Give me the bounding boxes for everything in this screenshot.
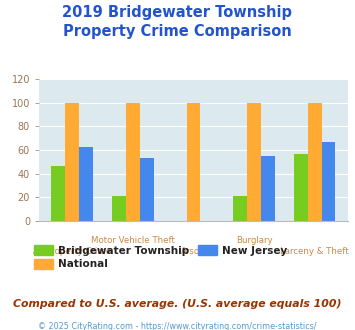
Bar (51, 166, 65, 221)
Bar (322, 142, 335, 221)
Bar (294, 154, 308, 221)
Text: Arson: Arson (181, 247, 206, 256)
Bar (308, 103, 322, 221)
Text: 2019 Bridgewater Township
Property Crime Comparison: 2019 Bridgewater Township Property Crime… (62, 5, 293, 39)
Bar (79, 147, 93, 221)
Bar (126, 103, 140, 221)
Bar (65, 103, 79, 221)
Bar (140, 158, 154, 221)
Text: Burglary: Burglary (236, 237, 272, 246)
Text: Compared to U.S. average. (U.S. average equals 100): Compared to U.S. average. (U.S. average … (13, 299, 342, 309)
Bar (233, 196, 247, 221)
Text: All Property Crime: All Property Crime (33, 247, 111, 256)
Bar (112, 196, 126, 221)
Text: Motor Vehicle Theft: Motor Vehicle Theft (91, 237, 175, 246)
Legend: Bridgewater Township, National, New Jersey: Bridgewater Township, National, New Jers… (30, 241, 291, 274)
Bar (261, 156, 275, 221)
Text: Larceny & Theft: Larceny & Theft (280, 247, 349, 256)
Bar (186, 103, 201, 221)
Bar (247, 103, 261, 221)
Text: © 2025 CityRating.com - https://www.cityrating.com/crime-statistics/: © 2025 CityRating.com - https://www.city… (38, 322, 317, 330)
